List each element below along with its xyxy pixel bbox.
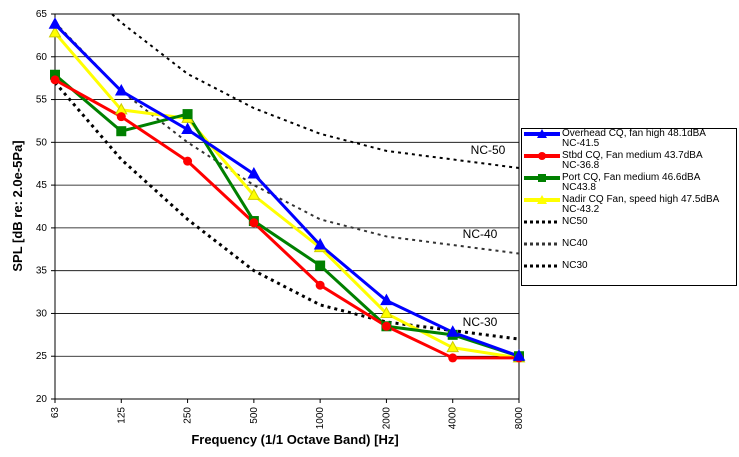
- legend-label: NC30: [562, 260, 588, 271]
- x-tick-label: 2000: [381, 407, 392, 430]
- point: [181, 122, 194, 134]
- point: [315, 260, 326, 271]
- y-tick-label: 65: [36, 9, 48, 20]
- legend-label: Port CQ, Fan medium 46.6dBA NC43.8: [562, 172, 700, 193]
- y-tick-label: 20: [36, 394, 48, 405]
- point: [48, 17, 62, 29]
- point: [247, 166, 261, 179]
- point: [448, 353, 458, 363]
- point: [512, 349, 526, 361]
- x-tick-label: 8000: [514, 407, 525, 430]
- plot-frame: [54, 13, 520, 400]
- legend-entry: NC50: [522, 217, 736, 239]
- legend: Overhead CQ, fan high 48.1dBA NC-41.5 Stb…: [521, 128, 737, 286]
- y-tick-label: 50: [36, 137, 48, 148]
- legend-label: NC50: [562, 216, 588, 227]
- point: [315, 280, 325, 290]
- point: [183, 156, 193, 166]
- legend-label: NC40: [562, 238, 588, 249]
- point: [446, 340, 460, 353]
- reference-curve: [55, 21, 519, 255]
- x-tick-label: 500: [249, 407, 260, 424]
- legend-swatch: [524, 264, 560, 268]
- legend-marker: [538, 152, 546, 160]
- legend-label: Overhead CQ, fan high 48.1dBA NC-41.5: [562, 128, 706, 149]
- y-tick-label: 35: [36, 266, 48, 277]
- line: [55, 31, 519, 360]
- legend-swatch: [524, 195, 560, 204]
- y-tick-label: 40: [36, 223, 48, 234]
- legend-entry: Stbd CQ, Fan medium 43.7dBA NC-36.8: [522, 151, 736, 173]
- y-axis-label: SPL [dB re: 2.0e-5Pa]: [10, 140, 25, 271]
- point: [380, 306, 393, 318]
- line: [55, 73, 519, 358]
- x-tick-label: 4000: [448, 407, 459, 430]
- legend-swatch: [524, 220, 560, 224]
- x-tick-label: 250: [183, 407, 194, 424]
- y-tick-label: 55: [36, 95, 48, 106]
- line: [55, 23, 519, 358]
- legend-entry: Overhead CQ, fan high 48.1dBA NC-41.5: [522, 129, 736, 151]
- x-tick-label: 1000: [315, 407, 326, 430]
- legend-marker: [537, 129, 547, 138]
- point: [48, 25, 62, 38]
- point: [381, 321, 391, 331]
- point: [182, 109, 193, 120]
- point: [313, 237, 327, 250]
- point: [249, 218, 259, 228]
- point: [380, 293, 393, 306]
- legend-swatch: [524, 129, 560, 138]
- annotation: NC-40: [463, 227, 498, 241]
- y-tick-label: 45: [36, 180, 48, 191]
- line: [55, 78, 519, 360]
- legend-swatch: [524, 152, 560, 160]
- x-tick-label: 125: [116, 407, 127, 424]
- point: [247, 188, 261, 200]
- legend-swatch: [524, 174, 560, 182]
- annotation: NC-50: [471, 143, 506, 157]
- point: [116, 112, 126, 122]
- x-axis-label: Frequency (1/1 Octave Band) [Hz]: [191, 432, 398, 447]
- point: [116, 126, 127, 137]
- legend-marker: [538, 174, 546, 182]
- point: [114, 83, 128, 96]
- legend-label: Nadir CQ Fan, speed high 47.5dBA NC-43.2: [562, 194, 719, 215]
- legend-entry: NC40: [522, 239, 736, 261]
- y-tick-label: 60: [36, 52, 48, 63]
- legend-marker: [537, 195, 547, 204]
- legend-entry: NC30: [522, 261, 736, 283]
- y-tick-label: 25: [36, 351, 48, 362]
- legend-entry: Nadir CQ Fan, speed high 47.5dBA NC-43.2: [522, 195, 736, 217]
- legend-swatch: [524, 242, 560, 246]
- legend-entry: Port CQ, Fan medium 46.6dBA NC43.8: [522, 173, 736, 195]
- legend-label: Stbd CQ, Fan medium 43.7dBA NC-36.8: [562, 150, 703, 171]
- point: [446, 325, 460, 337]
- reference-curve: [110, 14, 519, 169]
- y-tick-label: 30: [36, 308, 48, 319]
- annotation: NC-30: [463, 315, 498, 329]
- point: [50, 75, 60, 85]
- x-tick-label: 63: [50, 407, 61, 419]
